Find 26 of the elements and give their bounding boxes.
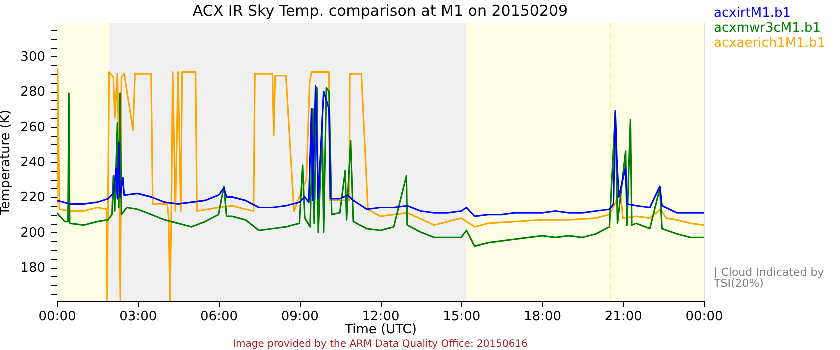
y-tick-label: 180 <box>20 261 46 276</box>
x-tick-label: 21:00 <box>604 310 642 324</box>
y-tick-label: 200 <box>20 226 46 241</box>
y-tick-label: 260 <box>20 120 46 136</box>
x-tick-label: 00:00 <box>38 310 76 324</box>
x-tick-label: 15:00 <box>443 310 481 324</box>
text: Image provided by the ARM Data Quality Office: 20150616 <box>233 339 528 350</box>
y-axis-title: Temperature (K) <box>0 110 14 216</box>
y-tick-label: 240 <box>20 156 46 170</box>
x-tick-label: 09:00 <box>281 310 319 324</box>
x-tick-label: 12:00 <box>362 310 400 324</box>
text: | Cloud Indicated by TSI(20%) <box>713 266 825 290</box>
x-tick-label: 18:00 <box>524 310 562 324</box>
line-series <box>57 87 704 248</box>
y-tick-label: 280 <box>20 85 46 100</box>
y-tick-label: 220 <box>20 190 46 206</box>
text: acxaerich1M1.b1 <box>714 36 826 51</box>
y-tick-label: 300 <box>20 50 46 65</box>
x-axis-title: Time (UTC) <box>344 322 417 338</box>
x-tick-label: 03:00 <box>120 310 158 324</box>
x-tick-label: 06:00 <box>200 310 238 324</box>
chart-title: ACX IR Sky Temp. comparison at M1 on 20150209 <box>192 2 568 20</box>
line-series <box>57 86 704 218</box>
text: acxmwr3cM1.b1 <box>714 21 822 36</box>
text: acxirtM1.b1 <box>714 6 792 21</box>
x-tick-label: 00:00 <box>686 310 724 324</box>
